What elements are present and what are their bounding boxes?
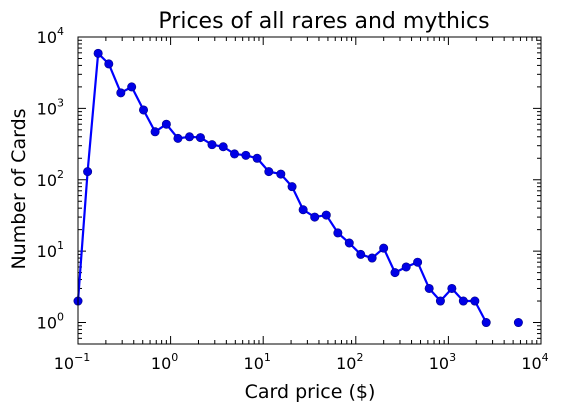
data-point [241,150,251,160]
data-point [287,182,297,192]
data-point [413,257,423,267]
x-tick-label: 102 [336,351,363,373]
data-point [435,296,445,306]
data-point [481,318,491,328]
data-point [207,140,217,150]
data-point [424,283,434,293]
x-tick-label: 101 [244,351,271,373]
data-point [513,318,523,328]
data-point [298,205,308,215]
data-point [379,243,389,253]
y-tick-label: 104 [37,25,64,47]
data-point [150,127,160,137]
data-point [139,105,149,115]
data-point [344,238,354,248]
data-point [195,133,205,143]
data-point [230,149,240,159]
data-point [93,48,103,58]
data-point [367,253,377,263]
data-point [356,249,366,259]
plot-area: 10−1 100 101 102 103 104 100 101 102 103 104 [37,25,549,373]
y-axis-label: Number of Cards [8,108,30,269]
data-point [218,142,228,152]
data-point [264,167,274,177]
x-tick-label: 104 [521,351,548,373]
x-axis-label: Card price ($) [245,381,376,403]
data-point [127,82,137,92]
data-point [321,210,331,220]
data-point [390,268,400,278]
data-point [470,296,480,306]
y-tick-label: 103 [37,96,64,118]
x-tick-label: 10−1 [54,351,91,373]
data-point [83,167,93,177]
data-point [104,59,114,69]
series-line [76,52,488,324]
data-point [333,228,343,238]
y-tick-label: 100 [37,311,64,333]
data-point [173,133,183,143]
data-point [185,132,195,142]
data-point [447,283,457,293]
data-point [252,153,262,163]
data-point [161,119,171,129]
y-tick-label: 102 [37,168,64,190]
data-point [310,212,320,222]
x-tick-label: 100 [151,351,178,373]
y-tick-label: 101 [37,239,64,261]
data-point [276,169,286,179]
chart-title: Prices of all rares and mythics [158,9,489,34]
plot-frame [77,36,542,345]
data-point [401,262,411,272]
x-tick-label: 103 [429,351,456,373]
data-point [458,296,468,306]
data-point [116,88,126,98]
